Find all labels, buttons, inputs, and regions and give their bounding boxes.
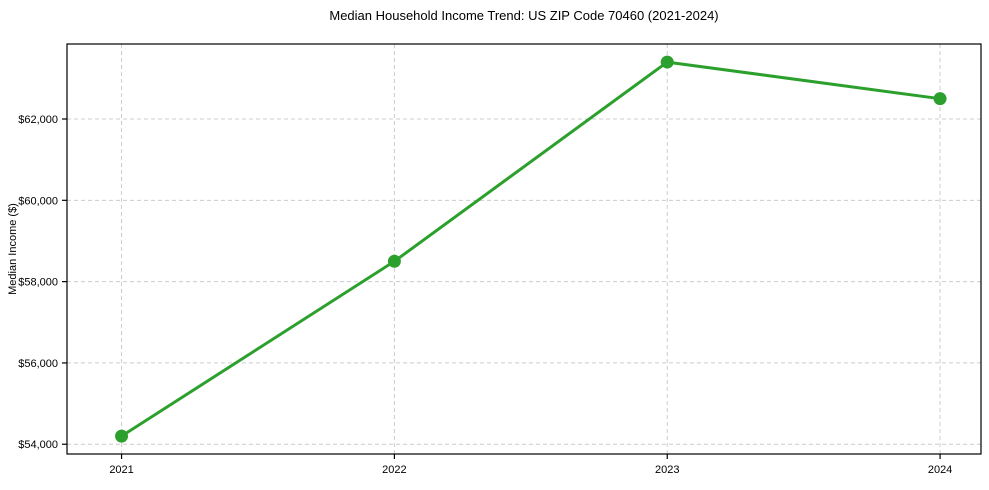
data-point: [115, 429, 129, 443]
plot-spines: [66, 43, 982, 455]
data-point: [387, 254, 401, 268]
y-tick-label: $54,000: [18, 439, 58, 451]
y-tick-label: $56,000: [18, 358, 58, 370]
y-tick-label: $62,000: [18, 114, 58, 126]
y-tick-label: $58,000: [18, 277, 58, 289]
y-tick-label: $60,000: [18, 195, 58, 207]
chart-title: Median Household Income Trend: US ZIP Co…: [329, 8, 719, 23]
x-tick-label: 2021: [109, 464, 133, 476]
data-point: [933, 92, 947, 106]
x-tick-label: 2023: [655, 464, 679, 476]
y-axis-label: Median Income ($): [7, 203, 19, 295]
x-tick-label: 2024: [928, 464, 952, 476]
x-tick-label: 2022: [382, 464, 406, 476]
data-point: [660, 55, 674, 69]
line-series: [120, 60, 942, 438]
